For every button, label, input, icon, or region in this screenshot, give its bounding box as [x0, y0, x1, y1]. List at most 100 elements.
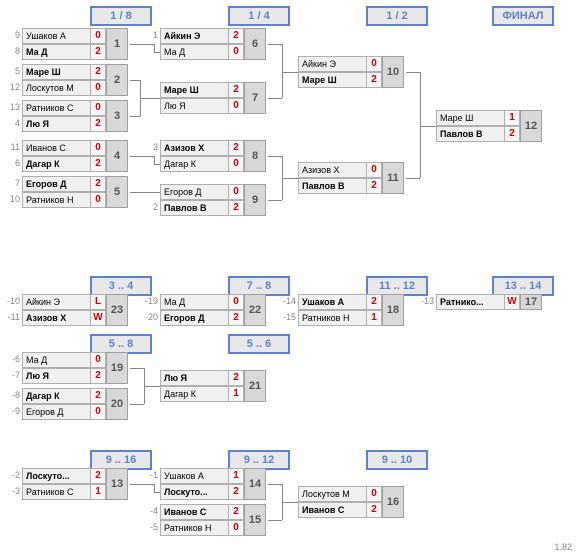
player-score: 1	[228, 468, 244, 484]
player-score: 0	[90, 352, 106, 368]
player-score: 2	[228, 28, 244, 44]
player-name: Айкин Э	[160, 28, 229, 44]
seed-label: -9	[4, 404, 20, 418]
seed-label: 4	[4, 116, 20, 130]
connector-line	[268, 44, 282, 45]
seed-label: -6	[4, 352, 20, 366]
player-score: 1	[228, 386, 244, 402]
connector-line	[282, 156, 283, 178]
player-name: Егоров Д	[160, 184, 229, 200]
player-name: Дагар К	[160, 386, 229, 402]
connector-line	[268, 520, 282, 521]
connector-line	[282, 178, 283, 200]
player-name: Иванов С	[298, 502, 367, 518]
connector-line	[130, 192, 154, 193]
seed-label: 10	[4, 192, 20, 206]
round-header: 5 .. 6	[228, 334, 290, 354]
player-score: 2	[504, 126, 520, 142]
seed-label: -2	[4, 468, 20, 482]
player-score: 2	[90, 156, 106, 172]
connector-line	[154, 52, 160, 53]
seed-label: 13	[4, 100, 20, 114]
player-name: Иванов С	[22, 140, 91, 156]
player-score: 1	[504, 110, 520, 126]
player-score: 2	[228, 82, 244, 98]
player-score: 0	[228, 44, 244, 60]
player-name: Лю Я	[160, 370, 229, 386]
seed-label: -13	[418, 294, 434, 308]
match-number: 10	[382, 56, 404, 88]
player-name: Иванов С	[160, 504, 229, 520]
round-header: 7 .. 8	[228, 276, 290, 296]
connector-line	[268, 156, 282, 157]
connector-line	[268, 484, 282, 485]
connector-line	[140, 80, 141, 98]
player-score: 2	[228, 484, 244, 500]
match-number: 11	[382, 162, 404, 194]
match-number: 17	[520, 294, 542, 310]
match-number: 16	[382, 486, 404, 518]
connector-line	[282, 178, 298, 179]
seed-label: -11	[4, 310, 20, 324]
player-name: Айкин Э	[22, 294, 91, 310]
match-number: 6	[244, 28, 266, 60]
player-name: Лю Я	[22, 116, 91, 132]
player-name: Азизов Х	[160, 140, 229, 156]
player-name: Азизов Х	[298, 162, 367, 178]
player-name: Лоскутов М	[22, 80, 91, 96]
connector-line	[154, 484, 155, 492]
player-name: Ратников С	[22, 484, 91, 500]
seed-label: 1	[142, 28, 158, 42]
player-name: Егоров Д	[160, 310, 229, 326]
player-name: Лоскутов М	[298, 486, 367, 502]
player-score: 0	[90, 140, 106, 156]
connector-line	[406, 178, 420, 179]
seed-label: 2	[142, 200, 158, 214]
connector-line	[154, 492, 160, 493]
seed-label: -1	[142, 468, 158, 482]
seed-label: 11	[4, 140, 20, 154]
seed-label: -10	[4, 294, 20, 308]
seed-label: -15	[280, 310, 296, 324]
player-score: 0	[366, 486, 382, 502]
round-header: 1 / 8	[90, 6, 152, 26]
match-number: 18	[382, 294, 404, 326]
player-name: Лоскуто...	[160, 484, 229, 500]
round-header: 13 .. 14	[492, 276, 554, 296]
connector-line	[420, 126, 436, 127]
connector-line	[130, 80, 140, 81]
connector-line	[420, 72, 421, 126]
connector-line	[130, 404, 144, 405]
seed-label: 12	[4, 80, 20, 94]
player-score: 2	[90, 388, 106, 404]
player-score: 0	[90, 192, 106, 208]
player-score: 2	[90, 44, 106, 60]
seed-label: -4	[142, 504, 158, 518]
player-score: 2	[366, 502, 382, 518]
player-score: 1	[366, 310, 382, 326]
player-score: 0	[90, 100, 106, 116]
match-number: 2	[106, 64, 128, 96]
player-name: Ма Д	[22, 44, 91, 60]
seed-label: -5	[142, 520, 158, 534]
round-header: 11 .. 12	[366, 276, 428, 296]
connector-line	[144, 386, 160, 387]
player-name: Дагар К	[22, 156, 91, 172]
player-score: L	[90, 294, 106, 310]
version-label: 1.82	[554, 542, 572, 552]
connector-line	[282, 502, 298, 503]
round-header: 1 / 4	[228, 6, 290, 26]
connector-line	[282, 72, 298, 73]
connector-line	[130, 156, 154, 157]
seed-label: -19	[142, 294, 158, 308]
player-name: Ма Д	[160, 294, 229, 310]
seed-label: -14	[280, 294, 296, 308]
player-score: 1	[90, 484, 106, 500]
player-name: Ушаков А	[298, 294, 367, 310]
connector-line	[140, 98, 141, 116]
player-name: Ратников Н	[160, 520, 229, 536]
player-name: Дагар К	[160, 156, 229, 172]
round-header: 9 .. 16	[90, 450, 152, 470]
match-number: 8	[244, 140, 266, 172]
seed-label: 7	[4, 176, 20, 190]
